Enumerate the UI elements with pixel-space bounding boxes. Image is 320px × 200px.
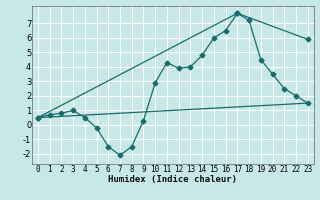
X-axis label: Humidex (Indice chaleur): Humidex (Indice chaleur) <box>108 175 237 184</box>
